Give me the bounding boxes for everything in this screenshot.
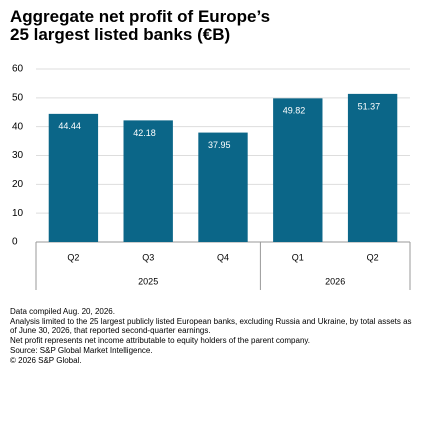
- y-tick-label: 50: [12, 92, 24, 103]
- y-tick-label: 40: [12, 121, 24, 132]
- x-tick-label: Q2: [367, 252, 379, 262]
- bar: [347, 93, 398, 242]
- y-tick-label: 0: [12, 237, 18, 248]
- value-label: 51.37: [358, 101, 381, 111]
- chart: 0 10 20 30 40 50 60 Q2 44.44 Q3 42.18 Q4 37.95 2025 Q1…: [12, 64, 411, 290]
- note: © 2026 S&P Global.: [10, 356, 82, 365]
- y-tick-label: 30: [12, 150, 24, 161]
- bar: [273, 98, 323, 243]
- y-tick-label: 60: [12, 64, 24, 75]
- chart-title: Aggregate net profit of Europe’s 25 larg…: [10, 7, 271, 44]
- bar: [48, 113, 99, 242]
- y-tick-label: 10: [12, 208, 24, 219]
- notes: Data compiled Aug. 20, 2026. Analysis lim…: [10, 307, 415, 366]
- x-tick-label: Q2: [67, 252, 79, 262]
- value-label: 37.95: [208, 140, 231, 150]
- note: Net profit represents net income attribu…: [10, 336, 311, 345]
- note: Source: S&P Global Market Intelligence.: [10, 346, 153, 355]
- bar: [198, 132, 248, 242]
- group-label: 2026: [325, 276, 345, 286]
- y-tick-label: 20: [12, 179, 24, 190]
- value-label: 44.44: [58, 121, 81, 131]
- x-tick-label: Q1: [292, 252, 304, 262]
- bar: [123, 120, 173, 242]
- x-tick-label: Q4: [217, 252, 229, 262]
- value-label: 49.82: [283, 106, 306, 116]
- group-label: 2025: [138, 276, 158, 286]
- x-tick-label: Q3: [142, 252, 154, 262]
- note: Data compiled Aug. 20, 2026.: [10, 307, 115, 316]
- value-label: 42.18: [133, 128, 156, 138]
- note: Analysis limited to the 25 largest publi…: [10, 317, 412, 335]
